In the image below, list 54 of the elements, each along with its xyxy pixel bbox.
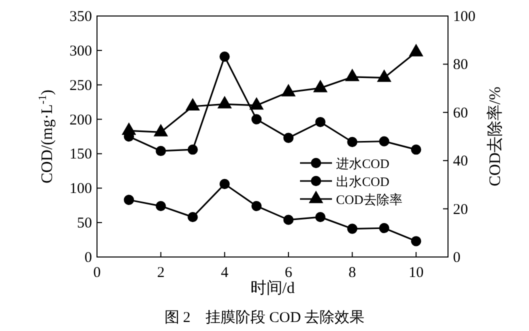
point (347, 136, 358, 148)
point (410, 144, 422, 155)
point (282, 84, 296, 96)
x-tick-label: 2 (157, 265, 165, 281)
y-tick-label: 100 (70, 181, 92, 198)
x-tick-label: 6 (284, 265, 293, 281)
y-tick-label: 150 (70, 146, 92, 163)
point (377, 70, 392, 82)
y-tick-label: 50 (77, 216, 92, 232)
legend-label: 进水COD (336, 156, 390, 171)
point (283, 132, 294, 143)
point (156, 146, 166, 156)
legend-label: 出水COD (336, 174, 390, 189)
point (122, 122, 136, 135)
point (251, 114, 262, 124)
point (188, 144, 198, 155)
y2-tick-label: 40 (453, 154, 468, 170)
y-tick-label: 200 (70, 112, 92, 128)
point (156, 200, 166, 212)
y-tick-label: 0 (84, 250, 92, 266)
point (154, 124, 168, 136)
y-tick-label: 300 (70, 43, 92, 60)
point (379, 222, 390, 234)
x-axis-title: 时间/d (250, 279, 295, 297)
point (315, 116, 326, 128)
y-tick-label: 350 (70, 9, 92, 25)
y-tick-label: 250 (70, 78, 92, 94)
point (124, 194, 134, 205)
y2-tick-label: 60 (453, 105, 468, 122)
y2-tick-label: 80 (453, 57, 468, 74)
point (188, 212, 198, 222)
point (251, 200, 262, 212)
y2-axis-title: COD去除率/% (486, 86, 504, 186)
point (345, 69, 360, 82)
point (218, 96, 232, 108)
point (379, 136, 390, 146)
point (250, 98, 264, 110)
point (220, 178, 230, 190)
x-tick-label: 8 (348, 265, 356, 281)
point (220, 52, 230, 62)
point (315, 212, 326, 222)
y2-tick-label: 100 (453, 9, 476, 25)
x-tick-label: 10 (408, 265, 424, 281)
point (410, 236, 422, 246)
y2-tick-label: 0 (453, 250, 460, 266)
text: 图 2 挂膜阶段 COD 去除效果 (164, 309, 365, 326)
point (314, 80, 328, 92)
legend-label: COD去除率 (336, 192, 402, 207)
point (186, 98, 200, 111)
point (409, 44, 423, 56)
x-tick-label: 4 (220, 265, 229, 281)
point (347, 224, 358, 234)
point (283, 214, 294, 225)
y2-tick-label: 20 (453, 202, 468, 218)
